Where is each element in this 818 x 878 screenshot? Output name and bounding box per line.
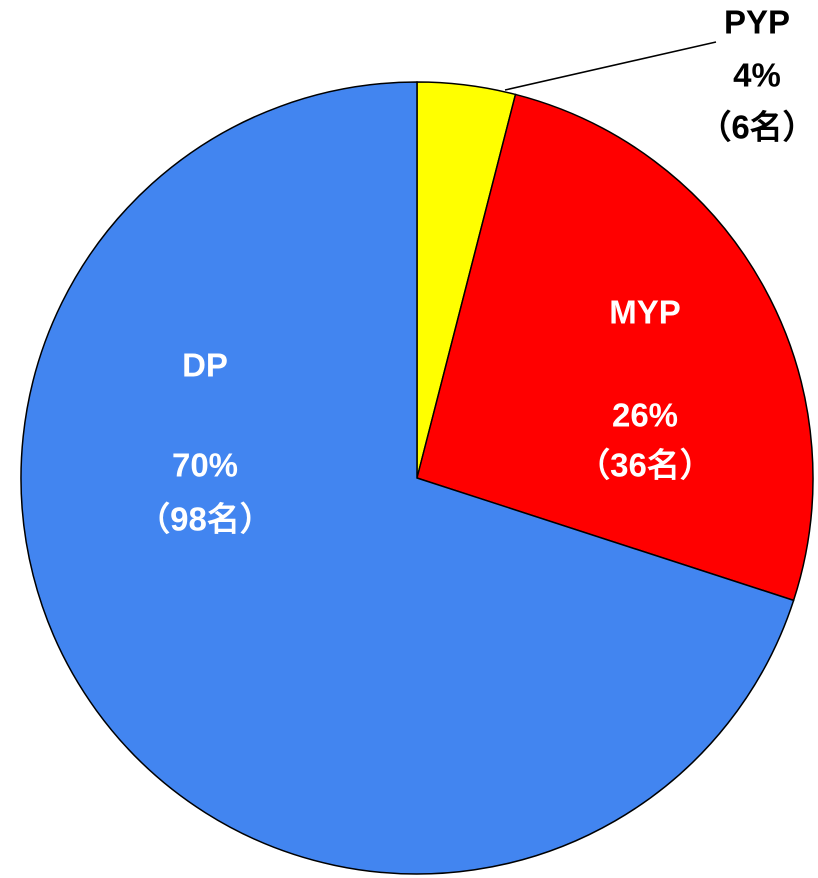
- slice-count: （98名）: [137, 501, 273, 538]
- pie-slice: [416, 93, 814, 602]
- slice-count: （6名）: [698, 109, 815, 146]
- slice-count: （36名）: [577, 447, 713, 484]
- leader-line: [504, 41, 717, 91]
- slice-percent: 26%: [612, 397, 678, 434]
- slice-name: MYP: [609, 294, 681, 331]
- slice-name: PYP: [724, 4, 790, 41]
- pie-slice: [20, 81, 795, 875]
- slice-name: DP: [182, 347, 228, 384]
- slice-percent: 4%: [733, 57, 781, 94]
- slice-percent: 70%: [172, 447, 238, 484]
